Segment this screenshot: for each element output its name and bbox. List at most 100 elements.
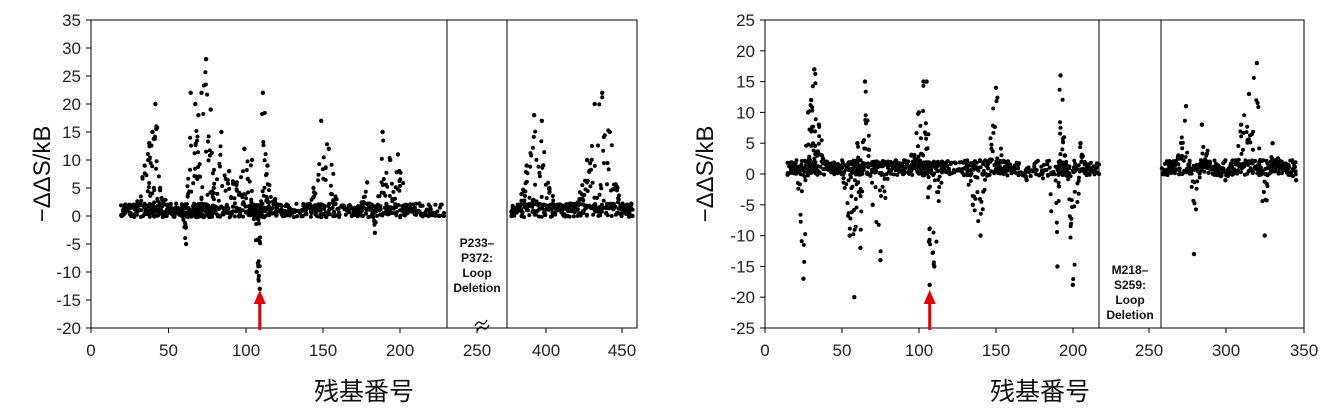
data-point bbox=[798, 219, 803, 224]
data-point bbox=[811, 141, 816, 146]
data-point bbox=[567, 214, 572, 219]
data-point bbox=[329, 192, 334, 197]
data-point bbox=[539, 194, 544, 199]
data-point bbox=[381, 177, 386, 181]
data-point bbox=[921, 109, 926, 113]
data-point-key bbox=[577, 197, 582, 202]
data-point bbox=[526, 208, 530, 213]
x-tick-label: 450 bbox=[608, 341, 636, 360]
data-point bbox=[174, 201, 179, 206]
data-point bbox=[291, 215, 296, 220]
data-point bbox=[585, 178, 590, 183]
data-point-key bbox=[622, 208, 628, 213]
y-tick-label: 0 bbox=[72, 207, 81, 226]
data-point bbox=[630, 207, 635, 212]
data-point bbox=[866, 165, 871, 170]
data-point bbox=[588, 184, 593, 189]
data-point-key bbox=[254, 269, 259, 275]
data-point bbox=[530, 204, 535, 209]
data-point bbox=[978, 165, 983, 170]
data-point bbox=[1083, 171, 1087, 176]
data-point bbox=[220, 184, 225, 188]
data-point bbox=[398, 170, 403, 175]
data-point bbox=[1072, 262, 1077, 267]
data-point bbox=[814, 150, 819, 154]
data-point bbox=[1069, 216, 1074, 221]
data-point bbox=[1060, 97, 1065, 102]
data-point bbox=[1293, 172, 1298, 177]
data-point bbox=[542, 150, 547, 155]
data-point bbox=[534, 202, 539, 207]
data-point bbox=[1257, 146, 1262, 151]
data-point bbox=[1060, 147, 1065, 152]
data-point bbox=[983, 177, 987, 182]
data-point bbox=[849, 175, 853, 180]
data-point bbox=[1069, 221, 1074, 226]
data-point bbox=[1080, 154, 1085, 159]
data-point bbox=[802, 174, 807, 179]
plot-frame bbox=[90, 19, 638, 329]
data-point bbox=[268, 194, 273, 199]
data-point bbox=[1194, 186, 1199, 191]
data-point bbox=[396, 203, 401, 208]
data-point bbox=[523, 193, 527, 198]
data-point bbox=[822, 172, 827, 177]
data-point bbox=[158, 211, 163, 216]
data-point-key bbox=[516, 202, 522, 207]
data-point bbox=[995, 156, 1000, 161]
data-point bbox=[539, 214, 544, 219]
data-point bbox=[937, 174, 942, 179]
data-point bbox=[856, 155, 861, 160]
data-point bbox=[811, 148, 816, 153]
data-point bbox=[1248, 140, 1253, 145]
data-point bbox=[812, 156, 817, 161]
data-point-key bbox=[939, 159, 945, 164]
data-point-key bbox=[1058, 73, 1063, 78]
data-point bbox=[537, 170, 542, 175]
data-point bbox=[925, 146, 930, 151]
data-point bbox=[1239, 151, 1244, 156]
data-point bbox=[158, 203, 163, 208]
data-point bbox=[581, 211, 586, 215]
data-point bbox=[186, 176, 191, 181]
data-point bbox=[1177, 166, 1182, 171]
data-point-key bbox=[165, 202, 170, 207]
data-point bbox=[154, 159, 159, 164]
data-point-key bbox=[388, 157, 393, 163]
data-point-key bbox=[183, 241, 189, 247]
data-point bbox=[982, 187, 987, 192]
data-point bbox=[599, 209, 604, 214]
data-point bbox=[926, 132, 931, 137]
data-point bbox=[1068, 174, 1073, 179]
data-point bbox=[313, 191, 318, 196]
data-point-key bbox=[196, 113, 201, 118]
data-point bbox=[591, 212, 596, 217]
axis-break-mark bbox=[476, 324, 490, 332]
data-point bbox=[533, 129, 538, 134]
data-point bbox=[1058, 120, 1062, 125]
data-point bbox=[1240, 147, 1245, 152]
data-point bbox=[156, 174, 161, 179]
data-point-key bbox=[1070, 282, 1076, 288]
data-point-key bbox=[303, 208, 308, 213]
data-point bbox=[937, 185, 942, 190]
data-point bbox=[844, 182, 849, 187]
data-point bbox=[138, 203, 143, 208]
x-tick-label: 200 bbox=[386, 341, 414, 360]
y-tick-label: 25 bbox=[62, 67, 81, 86]
data-point-key bbox=[870, 202, 875, 207]
data-point-key bbox=[569, 208, 575, 213]
data-point-key bbox=[226, 169, 232, 174]
data-point-key bbox=[924, 79, 929, 84]
data-point-key bbox=[173, 208, 178, 213]
data-point bbox=[796, 186, 801, 191]
data-point bbox=[1045, 162, 1050, 167]
data-point bbox=[397, 183, 402, 188]
data-point bbox=[145, 189, 150, 194]
x-tick-label: 150 bbox=[982, 341, 1010, 360]
data-point bbox=[397, 188, 402, 193]
y-tick-label: 10 bbox=[736, 103, 755, 122]
data-point bbox=[257, 221, 261, 226]
data-point bbox=[862, 161, 867, 166]
data-point-key bbox=[839, 165, 845, 170]
